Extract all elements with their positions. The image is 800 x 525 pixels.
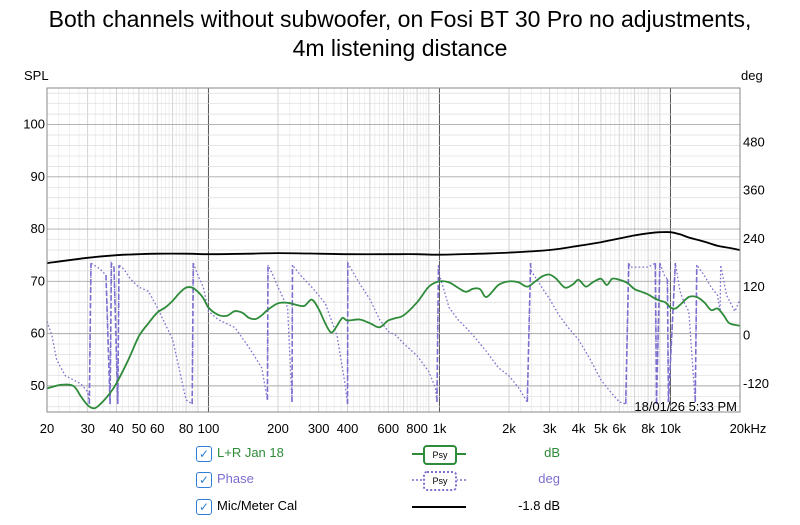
x-tick-label: 100 bbox=[198, 421, 220, 436]
x-tick-label: 6k bbox=[612, 421, 626, 436]
phase-wrap-segment bbox=[694, 265, 698, 402]
legend-unit-cal: -1.8 dB bbox=[518, 498, 560, 513]
x-tick-label: 20kHz bbox=[730, 421, 767, 436]
x-tick-label: 1k bbox=[433, 421, 447, 436]
x-tick-label: 600 bbox=[377, 421, 399, 436]
legend-label-phase: Phase bbox=[217, 471, 254, 486]
legend-unit-phase: deg bbox=[538, 471, 560, 486]
x-tick-label: 4k bbox=[572, 421, 586, 436]
chart-title-line-1: Both channels without subwoofer, on Fosi… bbox=[48, 6, 752, 32]
legend-label-lr: L+R Jan 18 bbox=[217, 445, 284, 460]
y-tick-label: 70 bbox=[31, 273, 45, 288]
legend-sample-phase bbox=[412, 479, 466, 481]
y2-tick-label: 240 bbox=[743, 231, 765, 246]
x-tick-label: 8k bbox=[641, 421, 655, 436]
phase-wrap-segment bbox=[105, 275, 111, 404]
y2-tick-label: 360 bbox=[743, 183, 765, 198]
frequency-response-chart: 20 30 40 50 60 80 100 200 300 400 600 800 1k 2k 3k 4k 5k… bbox=[23, 68, 769, 436]
legend-row-phase[interactable]: ✓ Phase Psy deg bbox=[0, 469, 800, 491]
x-tick-label: 30 bbox=[80, 421, 94, 436]
phase-wrap-segment bbox=[436, 265, 440, 402]
y-axis-label: SPL bbox=[24, 68, 49, 83]
x-tick-label: 3k bbox=[543, 421, 557, 436]
x-tick-label: 40 bbox=[109, 421, 123, 436]
x-tick-label: 20 bbox=[40, 421, 54, 436]
timestamp: 18/01/26 5:33 PM bbox=[634, 399, 737, 414]
legend-row-lr[interactable]: ✓ L+R Jan 18 Psy dB bbox=[0, 443, 800, 465]
plot-border bbox=[46, 87, 741, 413]
series-layer bbox=[46, 231, 741, 410]
grid bbox=[46, 88, 741, 412]
legend-sample-cal bbox=[412, 506, 466, 508]
x-tick-label: 400 bbox=[337, 421, 359, 436]
x-tick-label: 5k bbox=[594, 421, 608, 436]
x-tick-label: 50 bbox=[132, 421, 146, 436]
y-tick-label: 50 bbox=[31, 378, 45, 393]
y2-tick-label: 120 bbox=[743, 279, 765, 294]
psy-badge-lr: Psy bbox=[423, 445, 457, 465]
y2-tick-label: 0 bbox=[743, 328, 750, 343]
x-tick-label: 10k bbox=[660, 421, 681, 436]
y2-tick-label: 480 bbox=[743, 134, 765, 149]
x-tick-label: 60 bbox=[150, 421, 164, 436]
checkbox-phase[interactable]: ✓ bbox=[196, 472, 212, 488]
y2-axis-label: deg bbox=[741, 68, 763, 83]
chart-title-line-2: 4m listening distance bbox=[292, 35, 508, 61]
phase-wrap-segment bbox=[266, 265, 269, 400]
checkbox-cal[interactable]: ✓ bbox=[196, 499, 212, 515]
checkbox-lr[interactable]: ✓ bbox=[196, 446, 212, 462]
phase-wrap-segment bbox=[667, 263, 677, 402]
phase-wrap-segment bbox=[116, 265, 120, 404]
legend-row-cal[interactable]: ✓ Mic/Meter Cal -1.8 dB bbox=[0, 496, 800, 518]
y-tick-label: 90 bbox=[31, 169, 45, 184]
axes: 20 30 40 50 60 80 100 200 300 400 600 800 1k 2k 3k 4k 5k… bbox=[23, 87, 769, 436]
legend-unit-lr: dB bbox=[544, 445, 560, 460]
x-tick-label: 2k bbox=[502, 421, 516, 436]
y-tick-label: 60 bbox=[31, 326, 45, 341]
y-tick-label: 100 bbox=[23, 117, 45, 132]
x-tick-label: 200 bbox=[267, 421, 289, 436]
y2-tick-label: -120 bbox=[743, 376, 769, 391]
x-tick-label: 80 bbox=[179, 421, 193, 436]
series-line-lr bbox=[46, 273, 741, 410]
y-tick-label: 80 bbox=[31, 221, 45, 236]
phase-wrap-segment bbox=[666, 279, 670, 402]
x-tick-label: 300 bbox=[308, 421, 330, 436]
psy-badge-phase: Psy bbox=[423, 471, 457, 491]
legend: ✓ L+R Jan 18 Psy dB ✓ Phase Psy deg ✓ Mi… bbox=[0, 440, 800, 525]
legend-label-cal: Mic/Meter Cal bbox=[217, 498, 298, 513]
series-line-cal bbox=[46, 231, 741, 264]
series-line-phase bbox=[46, 260, 741, 406]
x-tick-label: 800 bbox=[406, 421, 428, 436]
